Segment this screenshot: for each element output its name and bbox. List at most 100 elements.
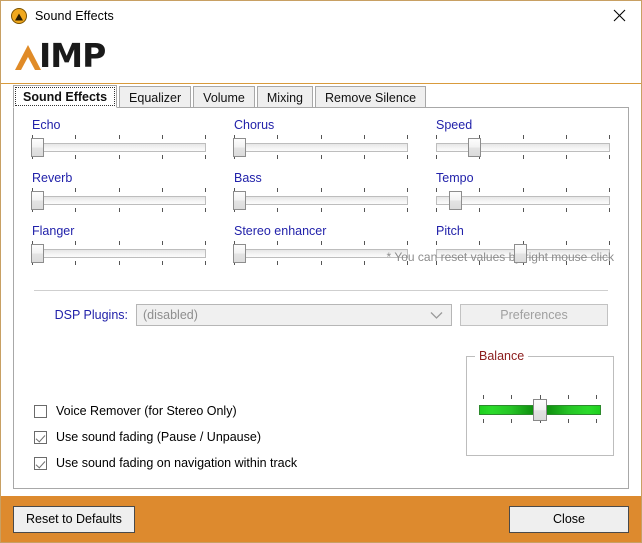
slider-ticks-bottom: [234, 261, 408, 265]
balance-ticks-bottom: [483, 419, 597, 423]
slider-ticks-bottom: [32, 261, 206, 265]
slider-track: [234, 143, 408, 152]
effects-slider-grid: Echo Reverb: [14, 118, 628, 277]
slider-group-bass: Bass: [233, 171, 408, 212]
slider-thumb-reverb[interactable]: [31, 191, 45, 210]
tab-remove-silence[interactable]: Remove Silence: [315, 86, 427, 108]
slider-ticks-top: [32, 188, 206, 192]
slider-group-echo: Echo: [31, 118, 206, 159]
close-button[interactable]: Close: [509, 505, 629, 533]
slider-track: [32, 143, 206, 152]
slider-ticks-top: [234, 241, 408, 245]
tab-sound-effects[interactable]: Sound Effects: [13, 85, 118, 108]
slider-ticks-bottom: [436, 155, 610, 159]
slider-flanger[interactable]: [31, 241, 206, 265]
slider-ticks-top: [234, 188, 408, 192]
title-bar: Sound Effects: [1, 1, 641, 31]
reset-hint-text: * You can reset values by right mouse cl…: [386, 250, 614, 264]
slider-ticks-top: [436, 135, 610, 139]
slider-column-middle: Chorus Bass: [220, 118, 422, 277]
slider-ticks-bottom: [32, 155, 206, 159]
slider-thumb-echo[interactable]: [31, 138, 45, 157]
slider-track: [234, 196, 408, 205]
slider-label-reverb: Reverb: [32, 171, 73, 185]
slider-column-left: Echo Reverb: [14, 118, 220, 277]
slider-label-pitch: Pitch: [436, 224, 464, 238]
dsp-plugins-value: (disabled): [143, 308, 198, 322]
slider-label-tempo: Tempo: [436, 171, 474, 185]
tab-mixing[interactable]: Mixing: [256, 86, 313, 108]
tab-volume[interactable]: Volume: [193, 86, 255, 108]
preferences-button[interactable]: Preferences: [460, 304, 608, 326]
slider-ticks-bottom: [436, 208, 610, 212]
slider-track: [436, 143, 610, 152]
slider-ticks-top: [32, 135, 206, 139]
slider-group-tempo: Tempo: [436, 171, 610, 212]
slider-bass[interactable]: [233, 188, 408, 212]
section-divider: [34, 290, 608, 291]
balance-ticks-top: [483, 395, 597, 399]
slider-track: [32, 249, 206, 258]
tab-equalizer[interactable]: Equalizer: [119, 86, 192, 108]
balance-slider[interactable]: [479, 395, 601, 423]
tab-bar: Sound Effects Equalizer Volume Mixing Re…: [1, 84, 641, 108]
slider-thumb-tempo[interactable]: [449, 191, 463, 210]
slider-ticks-top: [32, 241, 206, 245]
slider-label-chorus: Chorus: [234, 118, 275, 132]
aimp-brand-logo: IMP: [15, 36, 106, 75]
slider-group-stereo-enhancer: Stereo enhancer: [233, 224, 408, 265]
slider-echo[interactable]: [31, 135, 206, 159]
checkbox-label: Use sound fading (Pause / Unpause): [56, 430, 261, 444]
chevron-down-icon: [430, 305, 443, 325]
slider-ticks-bottom: [234, 208, 408, 212]
slider-tempo[interactable]: [436, 188, 610, 212]
slider-ticks-bottom: [32, 208, 206, 212]
slider-ticks-bottom: [234, 155, 408, 159]
slider-chorus[interactable]: [233, 135, 408, 159]
balance-group-title: Balance: [475, 349, 529, 363]
checkbox-sound-fading-navigation[interactable]: Use sound fading on navigation within tr…: [34, 452, 297, 474]
slider-ticks-top: [234, 135, 408, 139]
slider-group-chorus: Chorus: [233, 118, 408, 159]
slider-label-speed: Speed: [436, 118, 473, 132]
slider-ticks-top: [436, 241, 610, 245]
slider-thumb-chorus[interactable]: [233, 138, 247, 157]
slider-speed[interactable]: [436, 135, 610, 159]
checkbox-sound-fading-pause[interactable]: Use sound fading (Pause / Unpause): [34, 426, 297, 448]
checkbox-voice-remover[interactable]: Voice Remover (for Stereo Only): [34, 400, 297, 422]
slider-thumb-flanger[interactable]: [31, 244, 45, 263]
slider-group-pitch: Pitch: [436, 224, 610, 265]
slider-thumb-stereo-enhancer[interactable]: [233, 244, 247, 263]
slider-thumb-speed[interactable]: [468, 138, 482, 157]
slider-label-flanger: Flanger: [32, 224, 75, 238]
aimp-logo-icon: [11, 8, 27, 24]
dsp-plugins-select[interactable]: (disabled): [136, 304, 452, 326]
checkbox-box[interactable]: [34, 404, 47, 418]
checkbox-label: Voice Remover (for Stereo Only): [56, 404, 237, 418]
slider-stereo-enhancer[interactable]: [233, 241, 408, 265]
slider-thumb-bass[interactable]: [233, 191, 247, 210]
sound-effects-panel: Echo Reverb: [13, 107, 629, 489]
triangle-a-icon: [15, 45, 41, 70]
brand-text: IMP: [39, 36, 106, 75]
slider-track: [32, 196, 206, 205]
reset-to-defaults-button[interactable]: Reset to Defaults: [13, 505, 135, 533]
slider-label-bass: Bass: [234, 171, 262, 185]
slider-ticks-top: [436, 188, 610, 192]
balance-thumb[interactable]: [533, 399, 547, 421]
slider-pitch[interactable]: [436, 241, 610, 265]
close-icon[interactable]: [597, 1, 641, 30]
balance-group: Balance: [466, 349, 614, 456]
checkbox-label: Use sound fading on navigation within tr…: [56, 456, 298, 470]
slider-column-right: Speed Tempo: [422, 118, 628, 277]
options-checkbox-list: Voice Remover (for Stereo Only) Use soun…: [34, 400, 297, 478]
brand-header: IMP: [1, 31, 641, 84]
checkbox-box[interactable]: [34, 430, 47, 444]
slider-track: [436, 196, 610, 205]
slider-thumb-pitch[interactable]: [513, 244, 527, 263]
slider-reverb[interactable]: [31, 188, 206, 212]
checkbox-box[interactable]: [34, 456, 47, 470]
slider-group-speed: Speed: [436, 118, 610, 159]
slider-track: [234, 249, 408, 258]
